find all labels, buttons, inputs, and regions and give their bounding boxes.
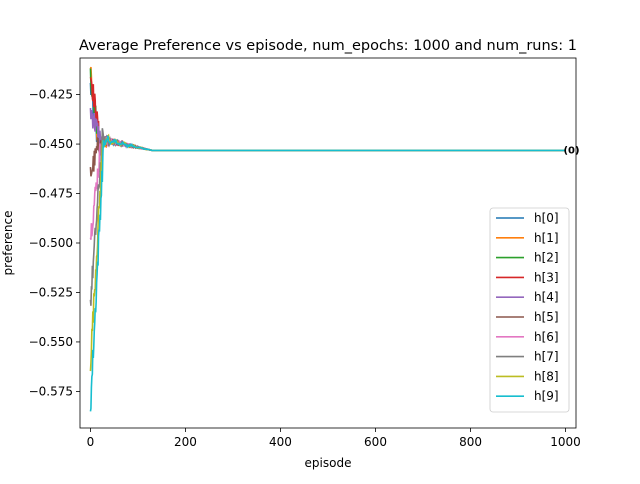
y-tick-label: −0.500 xyxy=(29,236,73,250)
legend-label-4: h[4] xyxy=(534,290,559,304)
y-tick-label: −0.525 xyxy=(29,285,73,299)
x-tick-label: 800 xyxy=(459,435,482,449)
x-axis: 0 200 400 600 800 1000 xyxy=(87,428,581,449)
chart-title: Average Preference vs episode, num_epoch… xyxy=(79,38,577,54)
legend-label-6: h[6] xyxy=(534,330,559,344)
x-tick-label: 600 xyxy=(364,435,387,449)
y-tick-label: −0.550 xyxy=(29,335,73,349)
series-line-9 xyxy=(89,135,566,412)
legend: h[0] h[1] h[2] h[3] h[4] h[5] h[6] h[7] h[8] h[9] xyxy=(489,207,570,413)
x-tick-label: 0 xyxy=(87,435,95,449)
legend-label-1: h[1] xyxy=(534,231,559,245)
legend-label-0: h[0] xyxy=(534,211,559,225)
y-tick-label: −0.475 xyxy=(29,187,73,201)
legend-label-7: h[7] xyxy=(534,350,559,364)
end-annotation: (0) xyxy=(563,145,579,156)
x-tick-label: 400 xyxy=(269,435,292,449)
y-tick-label: −0.575 xyxy=(29,384,73,398)
x-tick-label: 200 xyxy=(174,435,197,449)
legend-label-3: h[3] xyxy=(534,270,559,284)
legend-label-9: h[9] xyxy=(534,389,559,403)
y-axis-label: preference xyxy=(1,211,15,276)
x-tick-label: 1000 xyxy=(550,435,581,449)
legend-label-2: h[2] xyxy=(534,251,559,265)
legend-box xyxy=(489,207,570,413)
y-axis: −0.575 −0.550 −0.525 −0.500 −0.475 −0.450 −0.4… xyxy=(29,88,80,398)
legend-label-5: h[5] xyxy=(534,310,559,324)
series-layer xyxy=(89,66,566,412)
y-tick-label: −0.425 xyxy=(29,88,73,102)
legend-label-8: h[8] xyxy=(534,369,559,383)
y-tick-label: −0.450 xyxy=(29,137,73,151)
x-axis-label: episode xyxy=(305,456,352,470)
